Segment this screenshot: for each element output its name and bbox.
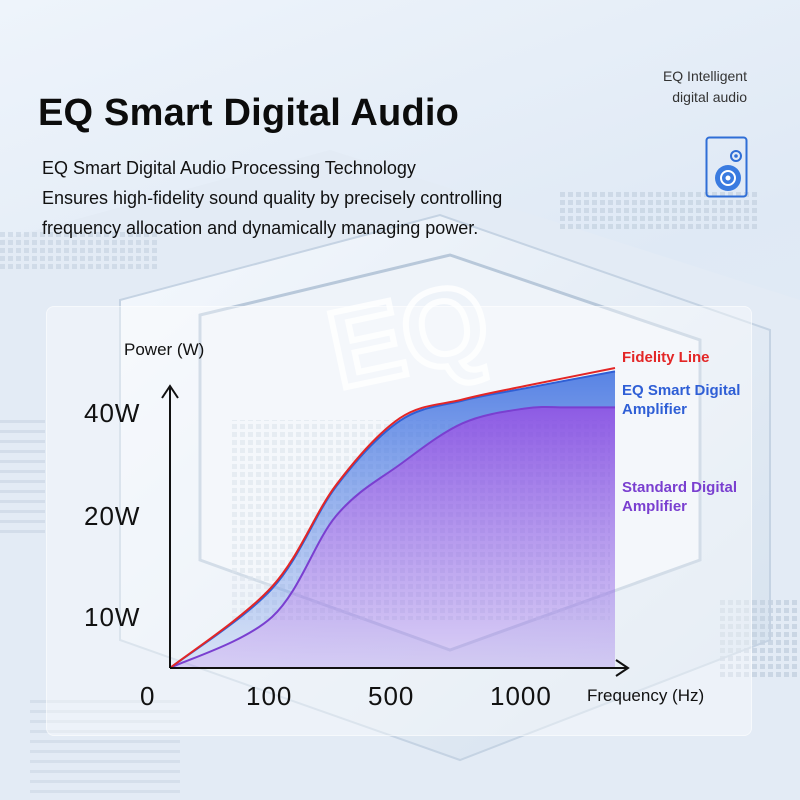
feature-badge: EQ Intelligent digital audio (547, 66, 747, 108)
badge-line-1: EQ Intelligent (662, 68, 747, 84)
x-axis-title: Frequency (Hz) (587, 686, 705, 705)
badge-line-2: digital audio (672, 89, 747, 105)
fidelity-line (169, 367, 616, 669)
legend-standard-amplifier: Standard Digital Amplifier (622, 479, 738, 515)
y-axis-title: Power (W) (124, 340, 205, 359)
x-tick-label: 100 (246, 681, 293, 711)
x-tick-label: 0 (140, 681, 156, 711)
standard-amplifier-line (169, 406, 616, 669)
y-tick-label: 10W (84, 602, 141, 632)
y-tick-label: 40W (84, 398, 141, 428)
eq-amplifier-area (170, 371, 615, 668)
description-line: frequency allocation and dynamically man… (42, 218, 479, 238)
legend-fidelity-line: Fidelity Line (622, 349, 710, 366)
page-title: EQ Smart Digital Audio (38, 92, 460, 134)
legend-eq-smart-amplifier: EQ Smart Digital Amplifier (622, 382, 741, 418)
standard-amplifier-area (170, 406, 615, 668)
description-line: EQ Smart Digital Audio Processing Techno… (42, 158, 416, 178)
x-tick-label: 500 (368, 681, 415, 711)
speaker-icon (705, 136, 748, 198)
y-tick-label: 20W (84, 501, 141, 531)
eq-amplifier-line (169, 370, 616, 669)
y-axis-arrow-icon (161, 384, 179, 399)
description: EQ Smart Digital Audio Processing Techno… (42, 153, 582, 243)
description-line: Ensures high-fidelity sound quality by p… (42, 188, 503, 208)
x-axis-arrow-icon (615, 659, 630, 677)
x-tick-label: 1000 (490, 681, 552, 711)
